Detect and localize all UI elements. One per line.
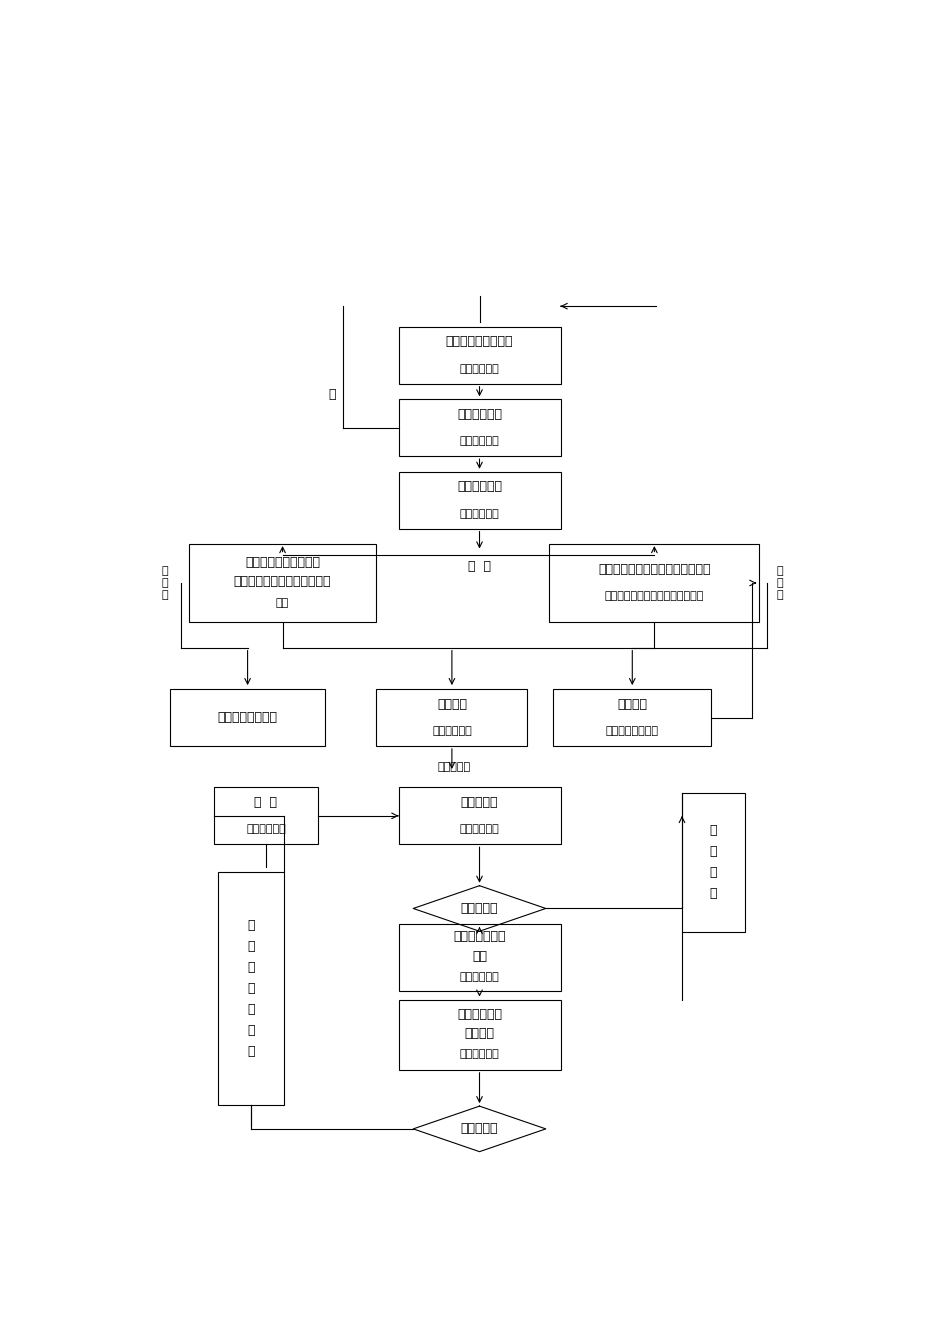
Bar [170, 689, 325, 746]
Bar [399, 472, 560, 528]
Text: 不
合
格: 不 合 格 [776, 566, 783, 599]
Text: 填报《报验申请: 填报《报验申请 [453, 930, 505, 943]
Text: 指
示
整
改: 指 示 整 改 [710, 824, 717, 900]
Text: 现场检查: 现场检查 [465, 1027, 495, 1040]
Text: 完成后自检: 完成后自检 [461, 796, 498, 809]
Bar [682, 793, 745, 933]
Text: 现场开箱检查到场设备: 现场开箱检查到场设备 [245, 556, 320, 569]
Text: 土建整改: 土建整改 [618, 698, 647, 711]
Text: （监理单位）: （监理单位） [460, 437, 500, 446]
Text: 合  格: 合 格 [468, 560, 491, 574]
Text: 建设方、供货方解: 建设方、供货方解 [218, 711, 277, 724]
Text: （安装单位）: （安装单位） [460, 972, 500, 982]
Text: 批准开工申请: 批准开工申请 [457, 480, 502, 493]
Bar [399, 788, 560, 844]
Text: 检查合格？: 检查合格？ [461, 1122, 498, 1136]
Bar [399, 923, 560, 992]
Text: （土建施工单位）: （土建施工单位） [606, 726, 658, 737]
Text: （安装单位）: （安装单位） [246, 824, 286, 835]
Bar [215, 788, 317, 844]
Text: （续上图）: （续上图） [437, 762, 470, 771]
Text: （安装单位）: （安装单位） [432, 726, 472, 737]
Bar [399, 1000, 560, 1070]
Text: 整  改: 整 改 [255, 796, 277, 809]
Bar [553, 689, 712, 746]
Bar [189, 544, 376, 622]
Bar [399, 399, 560, 456]
Text: （监理单位）: （监理单位） [460, 1050, 500, 1059]
Text: 提交工程开工报审表: 提交工程开工报审表 [446, 336, 513, 348]
Text: （建设、监理、供货、安装单: （建设、监理、供货、安装单 [234, 575, 332, 589]
Text: 审查开工条件: 审查开工条件 [457, 407, 502, 421]
Text: （承包单位）: （承包单位） [460, 364, 500, 374]
Text: 不
合
格: 不 合 格 [162, 566, 168, 599]
Text: 自检合格？: 自检合格？ [461, 902, 498, 915]
Text: （建设、监理、土建、安装单位）: （建设、监理、土建、安装单位） [605, 591, 704, 602]
Text: 检查涉及电梯安装的土建施工质量: 检查涉及电梯安装的土建施工质量 [598, 563, 711, 577]
Bar [549, 544, 759, 622]
Text: （安装单位）: （安装单位） [460, 824, 500, 835]
Text: 否: 否 [329, 387, 336, 401]
Text: 位）: 位） [276, 598, 289, 607]
Text: 检查安装质量: 检查安装质量 [457, 1008, 502, 1020]
Bar [399, 327, 560, 384]
Text: 开始安装: 开始安装 [437, 698, 466, 711]
Text: （监理单位）: （监理单位） [460, 508, 500, 519]
Bar [218, 872, 284, 1105]
Text: 整
改
不
合
格
项
目: 整 改 不 合 格 项 目 [248, 919, 255, 1058]
Bar [376, 689, 527, 746]
Text: 表》: 表》 [472, 950, 487, 964]
